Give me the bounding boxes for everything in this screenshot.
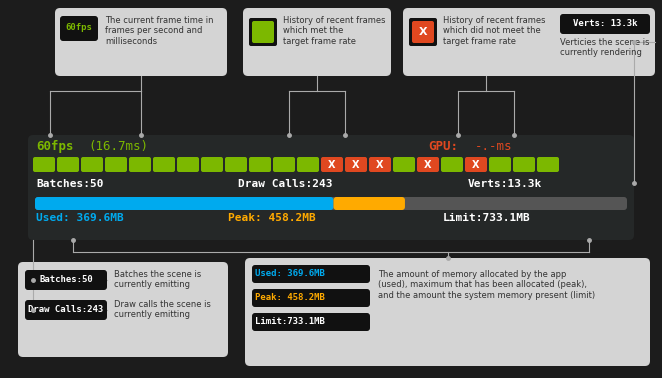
- FancyBboxPatch shape: [25, 270, 107, 290]
- FancyBboxPatch shape: [201, 157, 223, 172]
- FancyBboxPatch shape: [321, 157, 343, 172]
- FancyBboxPatch shape: [441, 157, 463, 172]
- Text: Batches:50: Batches:50: [39, 276, 93, 285]
- Text: (16.7ms): (16.7ms): [88, 140, 148, 153]
- Text: 60fps: 60fps: [36, 140, 73, 153]
- Text: Verts: 13.3k: Verts: 13.3k: [573, 20, 638, 28]
- FancyBboxPatch shape: [252, 289, 370, 307]
- Text: X: X: [376, 160, 384, 169]
- Text: Used: 369.6MB: Used: 369.6MB: [255, 270, 325, 279]
- Text: History of recent frames
which met the
target frame rate: History of recent frames which met the t…: [283, 16, 385, 46]
- FancyBboxPatch shape: [345, 157, 367, 172]
- Text: X: X: [424, 160, 432, 169]
- FancyBboxPatch shape: [18, 262, 228, 357]
- FancyBboxPatch shape: [225, 157, 247, 172]
- FancyBboxPatch shape: [369, 157, 391, 172]
- FancyBboxPatch shape: [465, 157, 487, 172]
- FancyBboxPatch shape: [555, 8, 655, 76]
- Text: X: X: [352, 160, 359, 169]
- Text: -.-ms: -.-ms: [475, 140, 512, 153]
- FancyBboxPatch shape: [560, 14, 650, 34]
- Text: History of recent frames
which did not meet the
target frame rate: History of recent frames which did not m…: [443, 16, 545, 46]
- FancyBboxPatch shape: [28, 135, 634, 240]
- FancyBboxPatch shape: [393, 157, 415, 172]
- FancyBboxPatch shape: [55, 8, 227, 76]
- Text: Used: 369.6MB: Used: 369.6MB: [36, 213, 124, 223]
- Text: Peak: 458.2MB: Peak: 458.2MB: [228, 213, 316, 223]
- FancyBboxPatch shape: [25, 300, 107, 320]
- Text: Batches the scene is
currently emitting: Batches the scene is currently emitting: [114, 270, 201, 290]
- FancyBboxPatch shape: [297, 157, 319, 172]
- FancyBboxPatch shape: [249, 157, 271, 172]
- FancyBboxPatch shape: [129, 157, 151, 172]
- FancyBboxPatch shape: [81, 157, 103, 172]
- FancyBboxPatch shape: [153, 157, 175, 172]
- Text: Draw calls the scene is
currently emitting: Draw calls the scene is currently emitti…: [114, 300, 211, 319]
- FancyBboxPatch shape: [105, 157, 127, 172]
- FancyBboxPatch shape: [252, 313, 370, 331]
- Text: Draw Calls:243: Draw Calls:243: [28, 305, 104, 314]
- Text: Verticies the scene is
currently rendering: Verticies the scene is currently renderi…: [560, 38, 649, 57]
- FancyBboxPatch shape: [513, 157, 535, 172]
- FancyBboxPatch shape: [489, 157, 511, 172]
- Text: Limit:733.1MB: Limit:733.1MB: [443, 213, 531, 223]
- FancyBboxPatch shape: [60, 16, 98, 41]
- FancyBboxPatch shape: [417, 157, 439, 172]
- Text: X: X: [328, 160, 336, 169]
- FancyBboxPatch shape: [57, 157, 79, 172]
- FancyBboxPatch shape: [35, 197, 334, 210]
- Text: 60fps: 60fps: [66, 23, 93, 33]
- FancyBboxPatch shape: [412, 21, 434, 43]
- Text: Peak: 458.2MB: Peak: 458.2MB: [255, 293, 325, 302]
- FancyBboxPatch shape: [245, 258, 650, 366]
- FancyBboxPatch shape: [334, 197, 405, 210]
- Text: X: X: [418, 27, 427, 37]
- FancyBboxPatch shape: [252, 21, 274, 43]
- Text: Draw Calls:243: Draw Calls:243: [238, 179, 332, 189]
- Text: GPU:: GPU:: [428, 140, 458, 153]
- FancyBboxPatch shape: [409, 18, 437, 46]
- Text: Verts:13.3k: Verts:13.3k: [468, 179, 542, 189]
- Text: Limit:733.1MB: Limit:733.1MB: [255, 318, 325, 327]
- Text: The current frame time in
frames per second and
milliseconds: The current frame time in frames per sec…: [105, 16, 214, 46]
- FancyBboxPatch shape: [249, 18, 277, 46]
- FancyBboxPatch shape: [273, 157, 295, 172]
- Text: X: X: [472, 160, 480, 169]
- Text: Batches:50: Batches:50: [36, 179, 103, 189]
- FancyBboxPatch shape: [243, 8, 391, 76]
- FancyBboxPatch shape: [537, 157, 559, 172]
- FancyBboxPatch shape: [33, 157, 55, 172]
- Text: The amount of memory allocated by the app
(used), maximum that has been allocate: The amount of memory allocated by the ap…: [378, 270, 595, 300]
- FancyBboxPatch shape: [252, 265, 370, 283]
- FancyBboxPatch shape: [35, 197, 627, 210]
- FancyBboxPatch shape: [177, 157, 199, 172]
- FancyBboxPatch shape: [403, 8, 569, 76]
